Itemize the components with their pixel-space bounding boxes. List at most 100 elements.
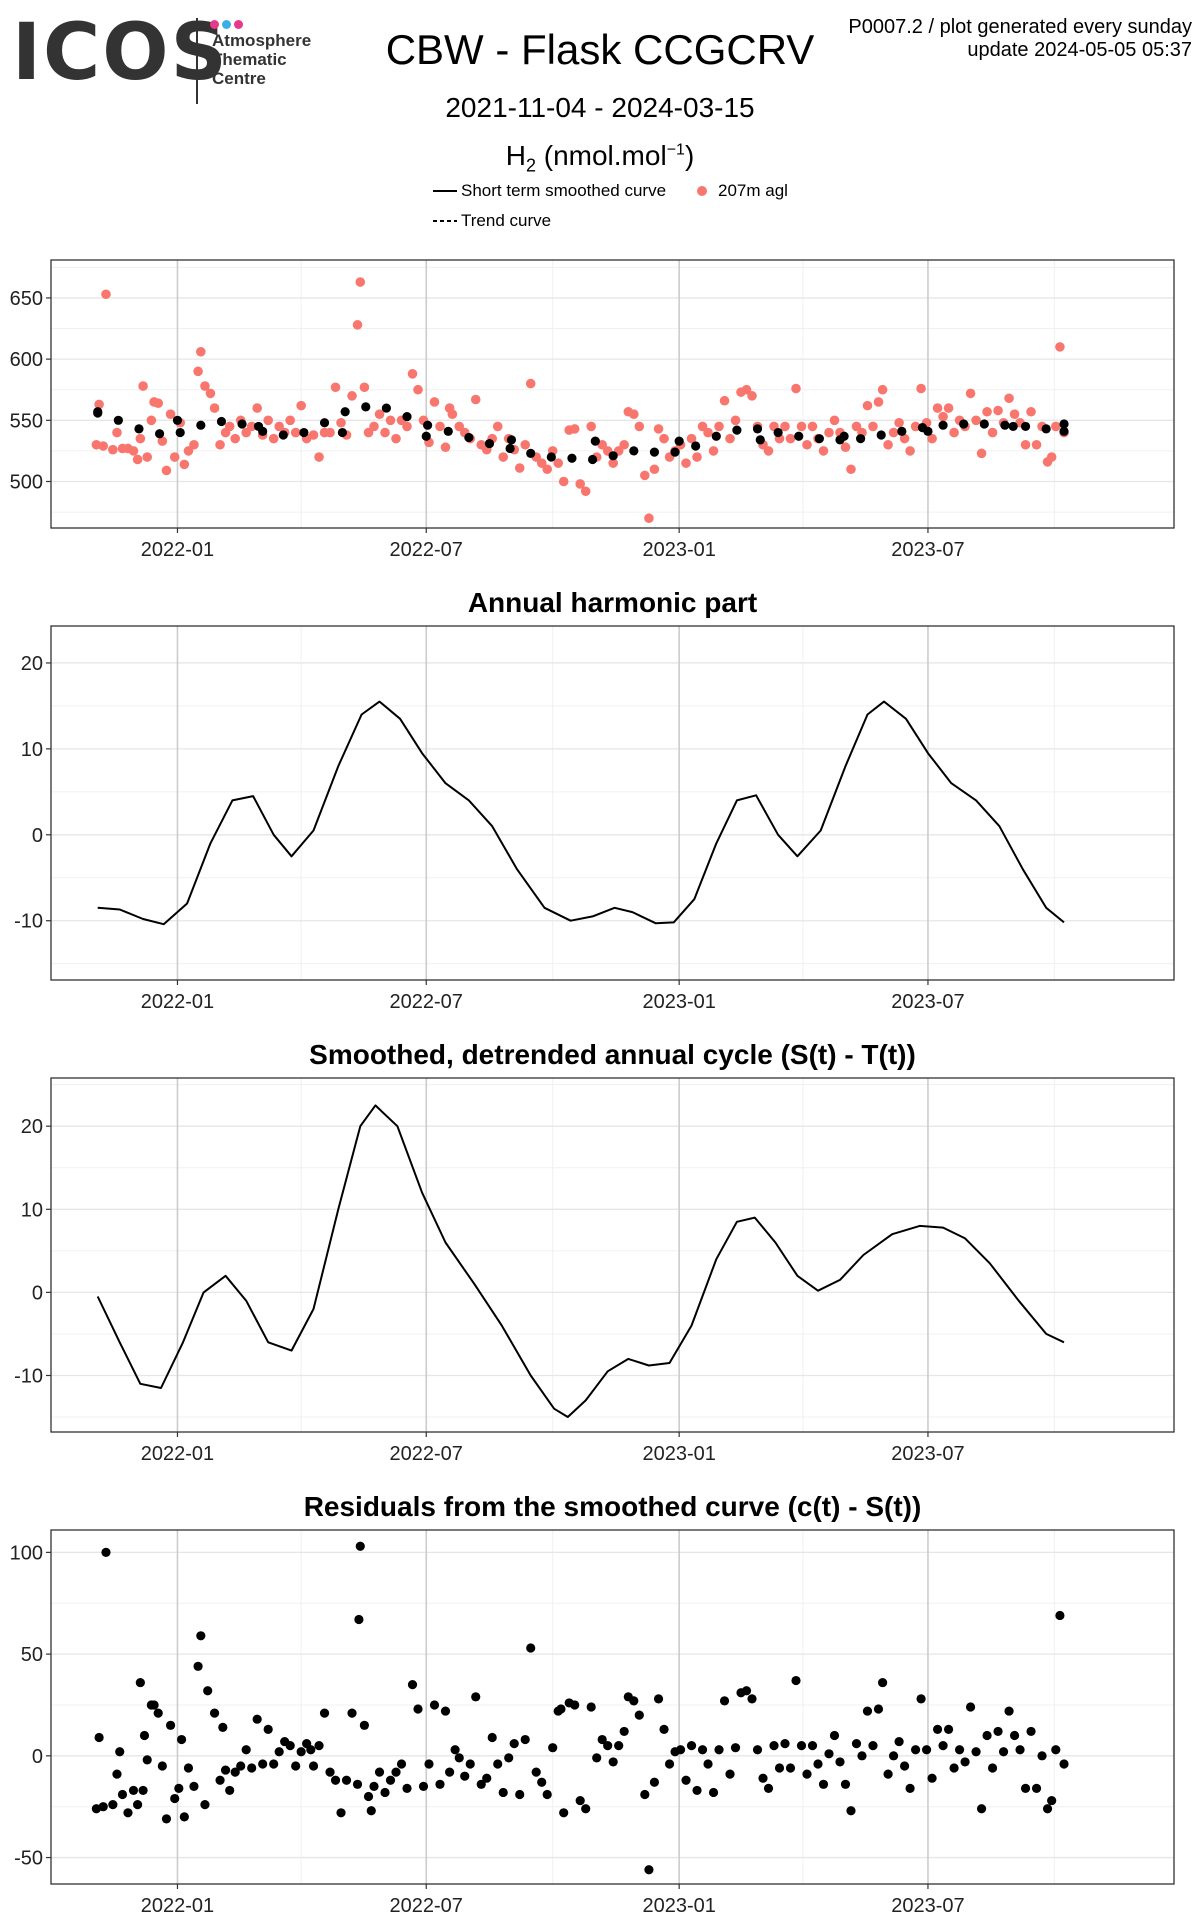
residual-point	[196, 420, 206, 430]
residual-point	[216, 416, 227, 427]
observation-point	[910, 421, 921, 432]
residual-point	[175, 427, 185, 438]
observation-point	[252, 403, 262, 413]
observation-point	[686, 433, 697, 444]
observation-point	[138, 381, 148, 391]
observation-point	[374, 409, 385, 419]
residual-point	[659, 1724, 669, 1734]
residual-point	[763, 1783, 774, 1793]
legend-smoothed: Short term smoothed curve	[432, 181, 666, 201]
residual-point	[1009, 1730, 1020, 1741]
residual-point	[888, 1751, 899, 1761]
residual-point	[998, 1747, 1009, 1757]
residual-point	[877, 1677, 888, 1688]
residual-point	[269, 1759, 279, 1769]
dashed-line-icon	[433, 220, 457, 222]
y-tick-label: 500	[10, 471, 43, 493]
residual-point	[824, 1749, 834, 1759]
observation-point	[791, 383, 801, 394]
residual-point	[747, 1694, 757, 1704]
residual-point	[299, 427, 309, 438]
x-tick-label: 2022-01	[141, 1443, 214, 1465]
residual-point	[597, 1734, 607, 1745]
observation-point	[993, 405, 1003, 416]
residual-point	[215, 1775, 225, 1785]
residual-point	[959, 419, 969, 429]
observation-point	[965, 388, 976, 399]
residual-point	[115, 1747, 125, 1757]
residual-point	[664, 1759, 675, 1769]
y-tick-label: -10	[14, 911, 43, 933]
residual-point	[949, 1763, 959, 1773]
residual-point	[1059, 1759, 1069, 1769]
observation-point	[161, 465, 172, 476]
observation-point	[840, 442, 851, 453]
observation-point	[470, 394, 481, 405]
residual-point	[308, 1761, 319, 1771]
residual-point	[719, 1696, 730, 1706]
residual-point	[505, 443, 515, 454]
residual-point	[200, 1800, 210, 1810]
observation-point	[949, 427, 959, 438]
panel-title: Residuals from the smoothed curve (c(t) …	[304, 1491, 922, 1522]
observation-point	[851, 421, 862, 432]
observation-point	[644, 513, 654, 524]
residual-point	[1015, 1745, 1025, 1755]
residual-point	[253, 421, 264, 432]
residual-point	[134, 424, 144, 434]
observation-point	[818, 446, 829, 456]
residual-point	[515, 1789, 525, 1800]
residual-point	[846, 1806, 856, 1816]
residual-point	[509, 1739, 519, 1749]
residual-point	[897, 426, 907, 436]
observation-point	[132, 454, 143, 465]
residual-point	[352, 1779, 363, 1789]
observation-point	[525, 378, 536, 389]
residual-point	[774, 1763, 785, 1773]
observation-point	[157, 436, 168, 446]
residual-point	[450, 1745, 460, 1755]
observation-point	[189, 439, 199, 450]
observation-point	[569, 424, 580, 434]
residual-point	[325, 1767, 335, 1777]
residual-point	[708, 1787, 719, 1798]
residual-point	[391, 1767, 401, 1777]
residual-point	[355, 1541, 365, 1551]
observation-point	[363, 427, 374, 438]
residual-point	[1004, 1706, 1014, 1716]
residual-point	[546, 452, 556, 462]
residual-point	[703, 1759, 713, 1769]
observation-point	[807, 421, 818, 432]
residual-point	[993, 1726, 1003, 1737]
observation-point	[802, 439, 812, 450]
y-tick-label: 50	[21, 1644, 43, 1666]
residual-point	[1026, 1726, 1036, 1737]
observation-point	[580, 486, 591, 497]
observation-point	[359, 382, 370, 393]
observation-point	[391, 433, 401, 444]
residual-point	[1059, 426, 1069, 436]
residual-point	[856, 434, 866, 444]
x-tick-label: 2022-07	[390, 991, 463, 1013]
observation-point	[142, 452, 153, 462]
observation-point	[796, 421, 807, 432]
residual-point	[209, 1708, 220, 1718]
residual-point	[220, 1765, 231, 1775]
residual-point	[802, 1769, 812, 1779]
residual-point	[526, 448, 536, 458]
residual-point	[714, 1745, 724, 1755]
legend-trend-label: Trend curve	[461, 211, 552, 230]
observation-point	[215, 439, 225, 450]
residual-point	[581, 1804, 591, 1814]
observation-point	[402, 421, 412, 432]
observation-point	[553, 458, 564, 468]
residual-point	[876, 430, 886, 440]
observation-point	[429, 397, 440, 407]
residual-point	[943, 1724, 954, 1734]
observation-point	[971, 415, 981, 426]
species-subscript: 2	[525, 155, 536, 176]
residual-point	[402, 1783, 412, 1793]
observation-point	[597, 439, 607, 450]
residual-point	[506, 435, 517, 445]
observation-point	[888, 427, 899, 438]
